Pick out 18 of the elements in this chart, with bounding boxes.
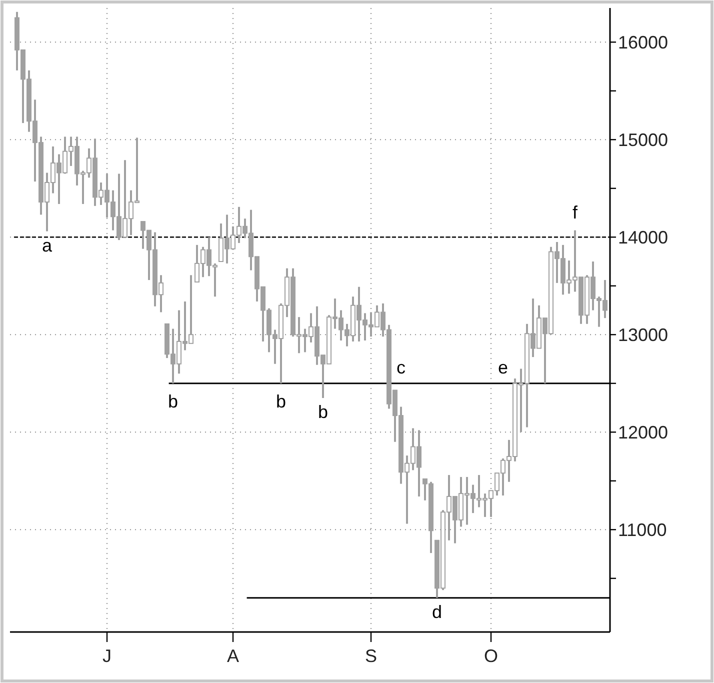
y-tick-label: 15000	[618, 130, 668, 150]
annotation: a	[42, 235, 53, 256]
annotation: c	[396, 357, 406, 378]
y-tick-label: 16000	[618, 32, 668, 52]
annotation: b	[276, 391, 286, 412]
x-tick-label: A	[226, 646, 240, 666]
x-tick-label: S	[364, 646, 378, 666]
y-tick-label: 12000	[618, 422, 668, 442]
y-tick-label: 13000	[618, 324, 668, 345]
y-tick-label: 14000	[618, 227, 668, 248]
x-tick-label: O	[484, 646, 498, 666]
y-tick-label: 11000	[618, 520, 667, 540]
annotation: b	[318, 402, 328, 422]
annotation: d	[432, 602, 442, 622]
annotation: b	[168, 391, 178, 412]
x-tick-label: J	[102, 646, 112, 666]
annotation: f	[572, 202, 578, 222]
annotation: e	[498, 357, 508, 378]
